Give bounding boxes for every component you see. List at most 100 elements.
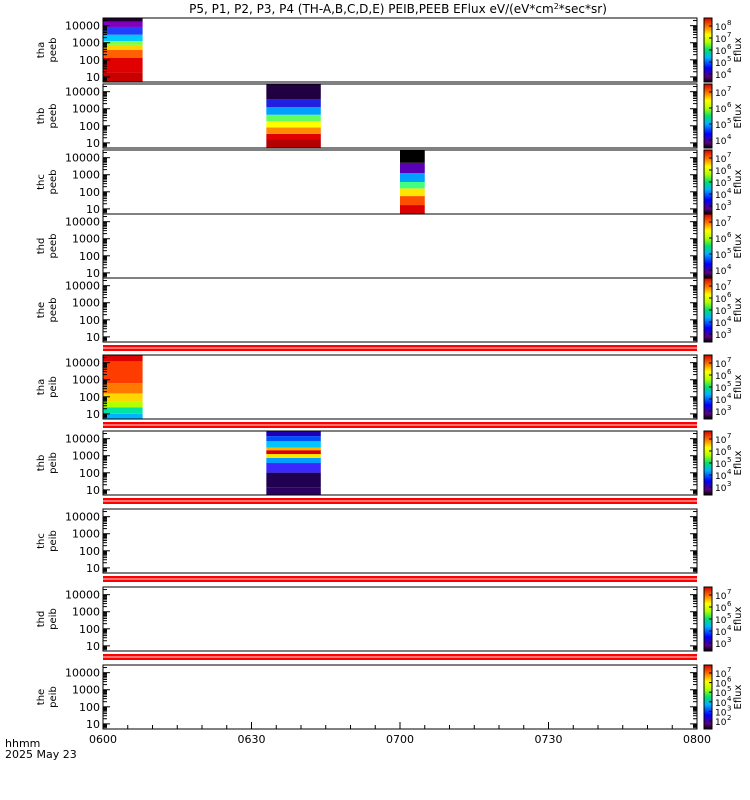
panel-probe-label: thd [36, 611, 47, 628]
spectrogram-band [103, 50, 143, 58]
colorbar-tick-exponent: 7 [727, 588, 731, 596]
colorbar-tick-label: 10 [715, 472, 727, 482]
colorbar-tick-exponent: 6 [727, 163, 732, 171]
colorbar-tick-label: 10 [715, 23, 727, 33]
spectrogram-band [400, 205, 425, 214]
colorbar-tick-label: 10 [715, 137, 727, 147]
colorbar-label: Eflux [733, 233, 744, 258]
colorbar-tick-exponent: 5 [727, 55, 731, 63]
colorbar-gradient [703, 83, 713, 149]
colorbar-tick-exponent: 6 [727, 600, 732, 608]
spectrogram-band [266, 127, 321, 134]
colorbar-tick-label: 10 [715, 372, 727, 382]
colorbar-gradient [703, 664, 713, 730]
y-tick-label: 10000 [65, 511, 100, 524]
y-tick-label: 100 [79, 701, 100, 714]
colorbar-tick-label: 10 [715, 616, 727, 626]
panel-instrument-label: peeb [48, 38, 59, 63]
colorbar-tick-label: 10 [715, 396, 727, 406]
colorbar-tick-exponent: 4 [727, 695, 732, 703]
x-tick-label: 0800 [683, 733, 711, 746]
y-tick-label: 10000 [65, 357, 100, 370]
colorbar-tick-exponent: 7 [727, 666, 731, 674]
y-tick-label: 10000 [65, 152, 100, 165]
colorbar-tick-exponent: 3 [727, 199, 731, 207]
panel-instrument-label: peeb [48, 170, 59, 195]
y-tick-label: 100 [79, 623, 100, 636]
colorbar-tick-exponent: 4 [727, 468, 732, 476]
spectrogram-band [266, 441, 321, 448]
y-tick-label: 100 [79, 314, 100, 327]
panel-probe-label: the [36, 302, 47, 318]
colorbar-tick-label: 10 [715, 295, 727, 305]
panel-instrument-label: peib [48, 376, 59, 398]
colorbar-tick-exponent: 7 [727, 31, 731, 39]
colorbar-tick-exponent: 7 [727, 151, 731, 159]
spectrogram-band [103, 41, 143, 45]
colorbar-tick-exponent: 3 [727, 480, 731, 488]
y-tick-label: 1000 [72, 169, 100, 182]
panel-instrument-label: peeb [48, 104, 59, 129]
colorbar-tick-exponent: 8 [727, 19, 731, 27]
colorbar-tick-label: 10 [715, 708, 727, 718]
colorbar-tick-label: 10 [715, 105, 727, 115]
panel-instrument-label: peib [48, 686, 59, 708]
y-tick-label: 100 [79, 391, 100, 404]
x-label-date: 2025 May 23 [5, 748, 77, 761]
y-tick-label: 1000 [72, 103, 100, 116]
colorbar-tick-label: 10 [715, 71, 727, 81]
colorbar-tick-label: 10 [715, 436, 727, 446]
colorbar-tick-label: 10 [715, 689, 727, 699]
colorbar-tick-exponent: 6 [727, 231, 732, 239]
colorbar-tick-label: 10 [715, 604, 727, 614]
colorbar-tick-label: 10 [715, 89, 727, 99]
spectrogram-band [266, 457, 321, 463]
colorbar-tick-exponent: 4 [727, 67, 732, 75]
colorbar-tick-label: 10 [715, 484, 727, 494]
colorbar-tick-exponent: 3 [727, 404, 731, 412]
spectrogram-band [266, 139, 321, 148]
panel-frame [102, 17, 698, 83]
y-tick-label: 100 [79, 545, 100, 558]
spectrogram-band [103, 355, 143, 362]
colorbar-tick-label: 10 [715, 331, 727, 341]
panel-frame [102, 586, 698, 652]
panel-instrument-label: peeb [48, 298, 59, 323]
panel-instrument-label: peib [48, 530, 59, 552]
panel-probe-label: thc [36, 174, 47, 190]
y-tick-label: 1000 [72, 233, 100, 246]
colorbar-tick-exponent: 6 [727, 444, 732, 452]
spectrogram-band [103, 72, 143, 82]
colorbar-tick-label: 10 [715, 628, 727, 638]
y-tick-label: 10000 [65, 589, 100, 602]
colorbar-tick-exponent: 5 [727, 117, 731, 125]
colorbar-tick-exponent: 5 [727, 456, 731, 464]
colorbar-tick-exponent: 5 [727, 247, 731, 255]
colorbar-tick-label: 10 [715, 718, 727, 728]
spectrogram-band [400, 150, 425, 163]
colorbar-tick-label: 10 [715, 59, 727, 69]
colorbar-label: Eflux [733, 37, 744, 62]
y-tick-label: 100 [79, 467, 100, 480]
colorbar-tick-label: 10 [715, 670, 727, 680]
colorbar-tick-label: 10 [715, 699, 727, 709]
colorbar-tick-label: 10 [715, 384, 727, 394]
colorbar-tick-exponent: 7 [727, 432, 731, 440]
colorbar-tick-exponent: 6 [727, 368, 732, 376]
y-tick-label: 10000 [65, 667, 100, 680]
colorbar-tick-label: 10 [715, 460, 727, 470]
spectrogram-band [266, 450, 321, 455]
colorbar-tick-label: 10 [715, 267, 727, 277]
spectrogram-band [400, 173, 425, 182]
colorbar-tick-exponent: 4 [727, 187, 732, 195]
spectrogram-band [400, 196, 425, 206]
x-tick-label: 0600 [89, 733, 117, 746]
colorbar-tick-label: 10 [715, 408, 727, 418]
y-tick-label: 1000 [72, 684, 100, 697]
